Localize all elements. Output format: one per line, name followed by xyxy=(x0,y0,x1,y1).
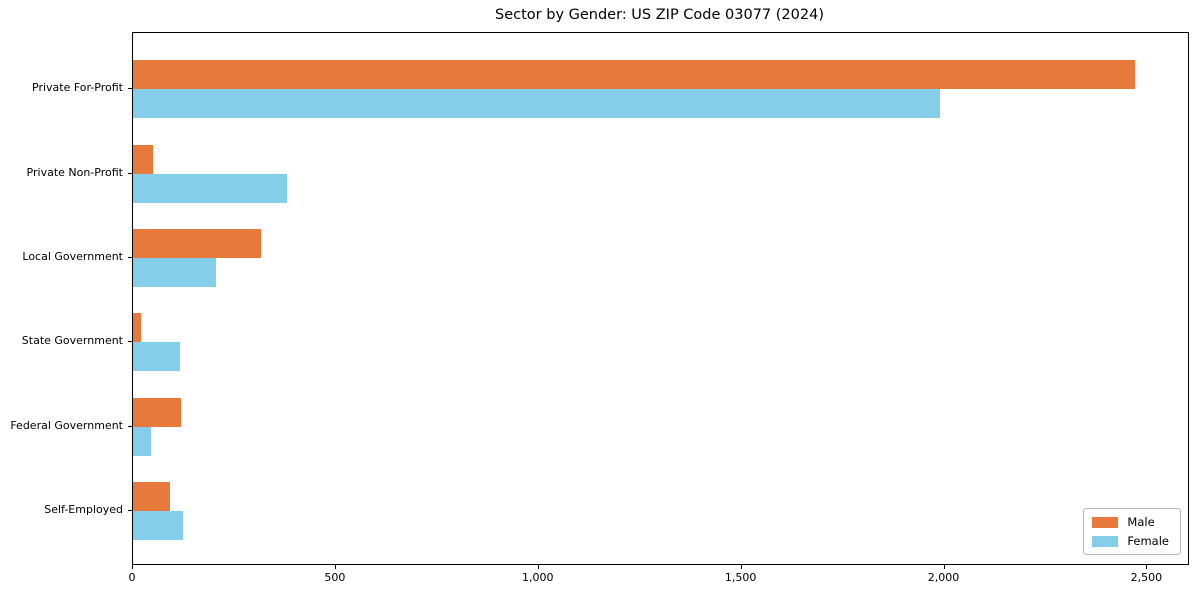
x-tick-label: 0 xyxy=(128,571,136,584)
legend-item-male: Male xyxy=(1092,516,1169,528)
legend-item-female: Female xyxy=(1092,535,1169,547)
y-tick-mark xyxy=(128,509,132,511)
chart-title: Sector by Gender: US ZIP Code 03077 (202… xyxy=(495,7,824,23)
x-tick-label: 500 xyxy=(324,571,346,584)
y-tick-mark xyxy=(128,256,132,258)
y-tick-label: Self-Employed xyxy=(44,502,123,516)
bar-male xyxy=(133,397,181,427)
y-tick-mark xyxy=(128,341,132,343)
bar-female xyxy=(133,342,180,372)
x-tick-mark xyxy=(943,565,945,569)
x-tick-label: 1,000 xyxy=(522,571,554,584)
y-tick-label: Local Government xyxy=(22,249,123,263)
x-tick-mark xyxy=(132,565,133,569)
bar-male xyxy=(133,228,261,258)
x-tick-label: 2,500 xyxy=(1130,571,1163,584)
x-tick-mark xyxy=(537,565,539,569)
y-tick-mark xyxy=(128,172,132,174)
legend: Male Female xyxy=(1083,508,1181,555)
bar-female xyxy=(133,426,152,456)
x-tick-mark xyxy=(334,565,336,569)
bar-male xyxy=(133,60,1136,90)
legend-label-female: Female xyxy=(1127,534,1169,548)
bar-male xyxy=(133,481,170,511)
legend-label-male: Male xyxy=(1127,515,1155,529)
y-tick-label: Federal Government xyxy=(10,418,123,432)
y-tick-mark xyxy=(128,88,132,90)
y-tick-label: State Government xyxy=(21,334,123,348)
plot-area: Male Female xyxy=(132,32,1189,565)
y-tick-label: Private Non-Profit xyxy=(26,165,123,179)
y-tick-mark xyxy=(128,425,132,427)
x-tick-mark xyxy=(740,565,742,569)
male-series-swatch-icon xyxy=(1092,516,1119,528)
bar-female xyxy=(133,173,288,203)
x-tick-label: 2,000 xyxy=(927,571,960,584)
bar-female xyxy=(133,89,941,119)
bar-female xyxy=(133,510,183,540)
y-tick-label: Private For-Profit xyxy=(32,81,123,95)
bar-male xyxy=(133,313,142,343)
bar-female xyxy=(133,257,217,287)
x-tick-mark xyxy=(1146,565,1148,569)
x-tick-label: 1,500 xyxy=(724,571,757,584)
female-series-swatch-icon xyxy=(1092,535,1119,547)
bar-male xyxy=(133,144,154,174)
